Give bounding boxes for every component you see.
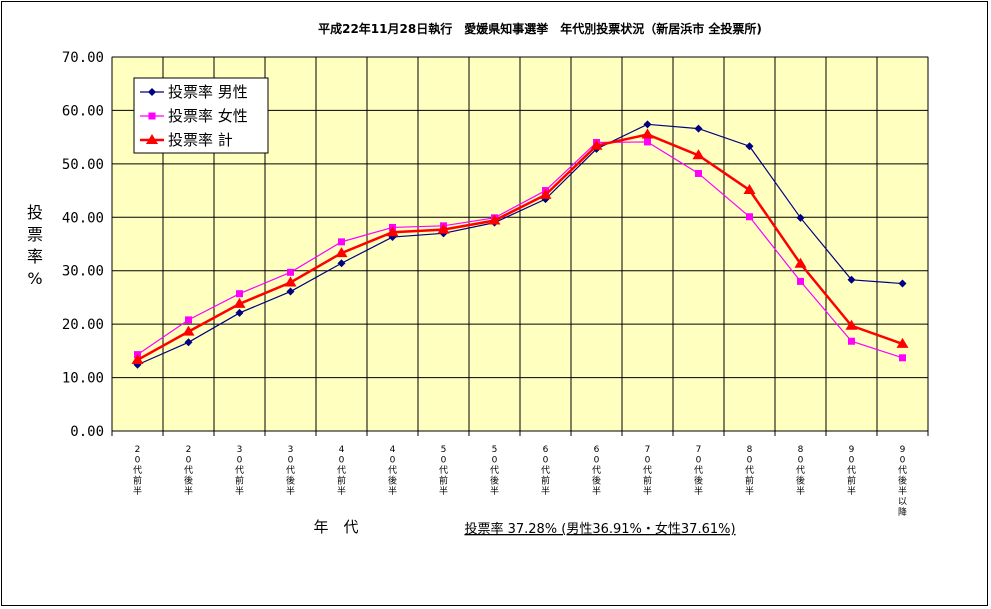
data-point (338, 238, 345, 246)
x-axis-ticks: 2 0 代前半 2 0 代後半 3 0 代前半 3 0 代後半 4 0 代前半 4 0 代後半 5 0 代前半 5 0 代後半… (133, 445, 907, 518)
series-line (137, 141, 903, 359)
data-point (794, 257, 807, 268)
data-point (488, 214, 501, 225)
y-tick-label: 50.00 (62, 157, 104, 173)
series-diamond (133, 120, 907, 369)
data-point (184, 338, 193, 347)
legend-label: 投票率 男性 (168, 83, 248, 101)
data-point (695, 169, 702, 177)
x-tick-label: 4 0 代前半 (337, 445, 346, 497)
data-point (847, 275, 856, 284)
y-tick-label: 40.00 (62, 210, 104, 226)
data-point (437, 223, 450, 234)
data-point (236, 290, 243, 298)
x-tick-label: 5 0 代後半 (490, 445, 499, 497)
data-point (745, 142, 754, 151)
data-point (235, 308, 244, 317)
data-point (337, 259, 346, 268)
x-tick-label: 6 0 代前半 (541, 445, 550, 497)
data-point (286, 287, 295, 296)
data-point (746, 213, 753, 221)
x-tick-label: 5 0 代前半 (439, 445, 448, 497)
x-tick-label: 9 0 代前半 (847, 445, 856, 497)
series-triangle (131, 128, 909, 364)
x-tick-label: 4 0 代後半 (388, 445, 397, 497)
data-point (185, 316, 192, 324)
legend-swatch-marker (148, 88, 156, 96)
data-point (644, 138, 651, 146)
x-tick-label: 3 0 代後半 (286, 445, 295, 497)
x-tick-label: 6 0 代後半 (592, 445, 601, 497)
data-point (743, 184, 756, 195)
series-line (136, 133, 903, 362)
x-tick-label: 8 0 代後半 (796, 445, 805, 497)
turnout-note: 投票率 37.28% (男性36.91%・女性37.61%) (464, 521, 735, 537)
chart-title: 平成22年11月28日執行 愛媛県知事選挙 年代別投票状況（新居浜市 全投票所) (318, 21, 762, 36)
data-point (899, 354, 906, 362)
x-tick-label: 2 0 代前半 (133, 445, 142, 497)
y-axis-label: 投票率% (27, 203, 43, 288)
data-point (539, 188, 552, 199)
y-axis-ticks: 0.00 10.00 20.00 30.00 40.00 50.00 60.00 70.00 (62, 50, 104, 440)
data-point (848, 337, 855, 345)
data-point (590, 139, 603, 150)
y-axis-title: 投票率% (27, 203, 43, 288)
y-tick-label: 10.00 (62, 371, 104, 387)
data-point (641, 128, 654, 139)
data-point (692, 149, 705, 160)
x-tick-label: 8 0 代前半 (745, 445, 754, 497)
y-tick-label: 70.00 (62, 50, 104, 66)
x-tick-label: 2 0 代後半 (184, 445, 193, 497)
data-point (896, 337, 909, 348)
legend-label: 投票率 女性 (168, 107, 248, 125)
data-point (694, 124, 703, 133)
x-axis-label: 年 代 (313, 518, 358, 536)
x-tick-label: 3 0 代前半 (235, 445, 244, 497)
data-point (284, 276, 297, 287)
data-point (335, 247, 348, 258)
x-tick-label: 7 0 代前半 (643, 445, 652, 497)
data-point (898, 279, 907, 288)
legend-swatch-marker (146, 134, 158, 144)
y-tick-label: 30.00 (62, 264, 104, 280)
legend-label: 投票率 計 (168, 131, 233, 149)
data-point (131, 353, 144, 364)
data-point (182, 325, 195, 336)
series-group (131, 120, 909, 369)
legend-swatch-marker (148, 112, 156, 120)
data-point (233, 297, 246, 308)
x-tick-label: 9 0 代後半以降 (898, 445, 907, 518)
x-tick-label: 7 0 代後半 (694, 445, 703, 497)
y-tick-label: 20.00 (62, 317, 104, 333)
data-point (386, 226, 399, 237)
data-point (796, 213, 805, 222)
y-tick-label: 60.00 (62, 103, 104, 119)
y-tick-label: 0.00 (70, 424, 104, 440)
series-line (137, 123, 903, 366)
data-point (797, 277, 804, 285)
data-point (287, 268, 294, 276)
data-point (643, 120, 652, 129)
data-point (845, 319, 858, 330)
